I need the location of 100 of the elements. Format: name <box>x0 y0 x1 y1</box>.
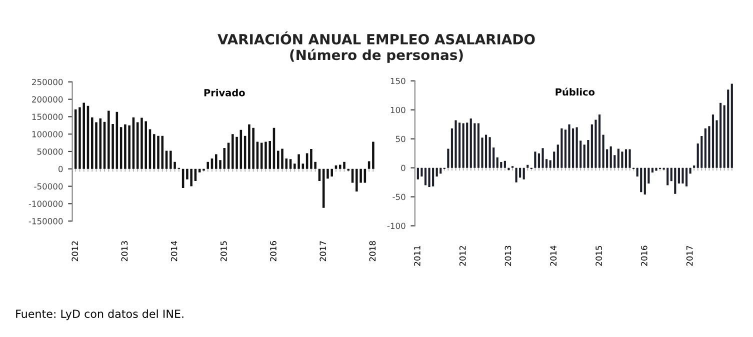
y-tick-label: 0 <box>401 164 406 172</box>
bar <box>330 168 333 177</box>
bar <box>368 161 370 169</box>
y-tick-label: 150 <box>390 78 406 84</box>
bar <box>700 136 703 168</box>
bar <box>515 168 518 182</box>
bar <box>90 117 94 169</box>
bar <box>206 162 209 169</box>
bar <box>289 159 292 169</box>
y-tick-label: -50000 <box>34 183 63 190</box>
bar <box>610 146 612 168</box>
bar <box>416 168 419 180</box>
bar <box>82 102 85 169</box>
x-tick-label: 2012 <box>459 246 466 266</box>
chart-title: VARIACIÓN ANUAL EMPLEO ASALARIADO <box>218 31 535 44</box>
bar <box>720 102 722 168</box>
bar <box>436 168 438 177</box>
bar <box>568 124 570 168</box>
y-tick-label: 200000 <box>32 96 63 103</box>
y-tick-label: -100000 <box>28 200 63 207</box>
bar <box>462 123 464 168</box>
bar <box>466 122 468 168</box>
bar <box>144 121 147 169</box>
bar <box>182 168 184 188</box>
bar <box>252 128 254 169</box>
bar <box>190 168 192 186</box>
bar <box>124 124 126 169</box>
bar <box>152 134 156 169</box>
bar <box>624 149 628 168</box>
bar <box>553 152 556 168</box>
bar <box>298 154 300 169</box>
bar <box>194 168 197 182</box>
bar <box>322 168 325 208</box>
bar <box>522 168 525 180</box>
x-tick-label: 2016 <box>270 241 276 262</box>
bar <box>157 136 160 169</box>
x-tick-label: 2012 <box>72 241 78 262</box>
chart-subtitle: (Número de personas) <box>290 48 463 63</box>
bar <box>432 168 434 186</box>
bar <box>488 137 491 168</box>
annotation: Público <box>556 88 595 96</box>
bar <box>140 118 143 169</box>
bar <box>628 149 631 168</box>
bar <box>730 84 733 168</box>
x-tick-label: 2017 <box>686 246 693 266</box>
y-tick-label: -100 <box>387 222 406 230</box>
bar <box>504 160 506 168</box>
bar <box>496 157 498 168</box>
bar <box>704 128 706 168</box>
bar <box>666 168 669 186</box>
bar <box>640 168 642 192</box>
x-tick-label: 2013 <box>504 246 512 266</box>
bar <box>236 136 238 169</box>
x-tick-label: 2015 <box>596 246 602 266</box>
bar <box>364 168 366 183</box>
bar <box>526 164 529 168</box>
x-tick-label: 2016 <box>641 246 648 266</box>
bar <box>306 153 308 169</box>
bar <box>470 118 472 168</box>
annotation: Privado <box>204 88 245 96</box>
y-tick-label: 100000 <box>32 131 63 138</box>
bar <box>248 124 250 169</box>
bar <box>351 168 354 183</box>
bar <box>560 128 563 168</box>
bar <box>318 168 321 182</box>
bar <box>281 148 284 169</box>
bar <box>674 168 676 194</box>
bar <box>587 140 590 168</box>
bar <box>170 150 172 169</box>
bar <box>454 120 457 168</box>
bar <box>708 126 710 168</box>
bar <box>232 134 234 169</box>
bar <box>302 164 304 169</box>
x-tick-label: 2014 <box>550 246 557 266</box>
y-tick-label: 150000 <box>32 114 63 120</box>
x-tick-label: 2013 <box>121 241 128 262</box>
y-tick-label: -150000 <box>28 218 63 224</box>
bar <box>128 125 130 169</box>
bar <box>598 114 601 168</box>
bar <box>356 168 358 192</box>
bar <box>268 141 271 169</box>
bar <box>484 134 488 168</box>
bar <box>621 152 624 168</box>
bar <box>326 168 329 179</box>
bar <box>617 148 620 168</box>
source-note: Fuente: LyD con datos del INE. <box>16 309 184 320</box>
bar <box>534 152 536 168</box>
bar <box>338 164 342 169</box>
bar <box>310 149 312 169</box>
bar <box>727 90 730 168</box>
bar <box>644 168 646 194</box>
x-tick-label: 2017 <box>320 241 326 262</box>
bar <box>428 168 430 187</box>
bar <box>542 148 544 168</box>
y-tick-label: 50 <box>396 136 406 142</box>
bar <box>678 168 680 184</box>
x-tick-label: 2011 <box>414 246 420 266</box>
x-tick-label: 2015 <box>220 241 227 262</box>
y-tick-label: 100 <box>390 106 406 114</box>
bar <box>477 123 480 168</box>
